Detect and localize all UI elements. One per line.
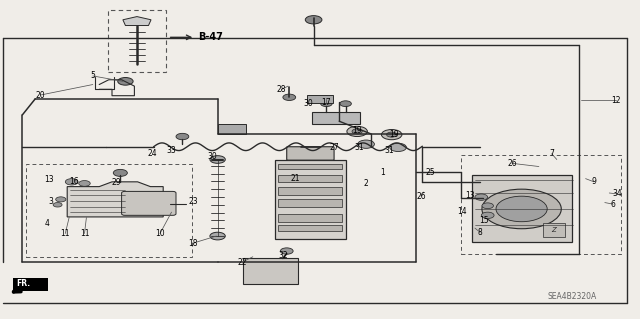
FancyBboxPatch shape: [278, 199, 342, 207]
Circle shape: [118, 78, 133, 85]
Circle shape: [390, 143, 406, 152]
Polygon shape: [123, 17, 151, 26]
Text: 8: 8: [477, 228, 483, 237]
Text: 30: 30: [303, 99, 314, 108]
Circle shape: [482, 189, 561, 229]
Text: 16: 16: [68, 177, 79, 186]
FancyBboxPatch shape: [312, 112, 360, 124]
FancyBboxPatch shape: [278, 214, 342, 222]
Text: 25: 25: [425, 168, 435, 177]
Text: 32: 32: [278, 251, 288, 260]
Text: 29: 29: [111, 178, 122, 187]
Text: 14: 14: [457, 207, 467, 216]
Circle shape: [79, 181, 90, 186]
Text: 1: 1: [380, 168, 385, 177]
FancyBboxPatch shape: [543, 223, 565, 237]
Text: 22: 22: [237, 258, 246, 267]
Text: 19: 19: [352, 126, 362, 135]
Circle shape: [283, 94, 296, 100]
FancyBboxPatch shape: [287, 147, 334, 160]
Circle shape: [482, 203, 493, 209]
Text: 3: 3: [48, 197, 53, 206]
FancyBboxPatch shape: [472, 175, 572, 242]
Circle shape: [113, 169, 127, 176]
FancyBboxPatch shape: [278, 164, 342, 169]
Text: 12: 12: [612, 96, 621, 105]
Text: 19: 19: [388, 130, 399, 139]
FancyBboxPatch shape: [218, 124, 246, 134]
Circle shape: [305, 16, 322, 24]
Text: 28: 28: [277, 85, 286, 94]
Text: B-47: B-47: [198, 32, 223, 42]
Text: 13: 13: [44, 175, 54, 184]
Text: FR.: FR.: [17, 279, 31, 288]
Text: 9: 9: [591, 177, 596, 186]
Circle shape: [381, 130, 402, 140]
Text: 23: 23: [188, 197, 198, 206]
Text: 11: 11: [80, 229, 89, 238]
Text: Z: Z: [551, 227, 556, 233]
Circle shape: [387, 132, 397, 137]
Circle shape: [496, 196, 547, 222]
Text: 2: 2: [363, 179, 368, 188]
Text: 21: 21: [291, 174, 300, 182]
Text: 26: 26: [416, 192, 426, 201]
Text: 26: 26: [507, 159, 517, 168]
FancyBboxPatch shape: [278, 175, 342, 182]
FancyBboxPatch shape: [307, 95, 333, 103]
Text: 6: 6: [611, 200, 616, 209]
FancyBboxPatch shape: [278, 225, 342, 231]
FancyBboxPatch shape: [13, 278, 48, 291]
Text: 5: 5: [90, 71, 95, 80]
Circle shape: [176, 133, 189, 140]
FancyBboxPatch shape: [275, 160, 346, 239]
Text: 10: 10: [155, 229, 165, 238]
Text: 17: 17: [321, 98, 332, 107]
Circle shape: [481, 212, 494, 219]
Text: 34: 34: [612, 189, 623, 198]
Text: 24: 24: [147, 149, 157, 158]
Circle shape: [340, 101, 351, 107]
Text: 7: 7: [549, 149, 554, 158]
Circle shape: [56, 197, 66, 202]
Circle shape: [210, 156, 225, 163]
Text: 33: 33: [166, 146, 177, 155]
Circle shape: [53, 203, 62, 207]
FancyBboxPatch shape: [243, 258, 298, 284]
Polygon shape: [67, 182, 163, 217]
Text: 11: 11: [61, 229, 70, 238]
Text: SEA4B2320A: SEA4B2320A: [547, 293, 596, 301]
Circle shape: [280, 248, 293, 254]
Circle shape: [475, 194, 488, 200]
Circle shape: [347, 126, 367, 137]
Text: 27: 27: [329, 143, 339, 152]
Text: 4: 4: [45, 219, 50, 228]
Text: 30: 30: [207, 152, 218, 161]
Circle shape: [210, 232, 225, 240]
Circle shape: [321, 101, 332, 107]
Text: 18: 18: [189, 239, 198, 248]
Text: 31: 31: [355, 143, 365, 152]
Circle shape: [352, 129, 362, 134]
FancyBboxPatch shape: [278, 187, 342, 195]
Text: 13: 13: [465, 191, 476, 200]
Circle shape: [358, 140, 374, 148]
Text: 15: 15: [479, 216, 490, 225]
Text: 20: 20: [35, 91, 45, 100]
Text: 31: 31: [384, 146, 394, 155]
Circle shape: [65, 179, 78, 185]
FancyBboxPatch shape: [122, 191, 176, 215]
